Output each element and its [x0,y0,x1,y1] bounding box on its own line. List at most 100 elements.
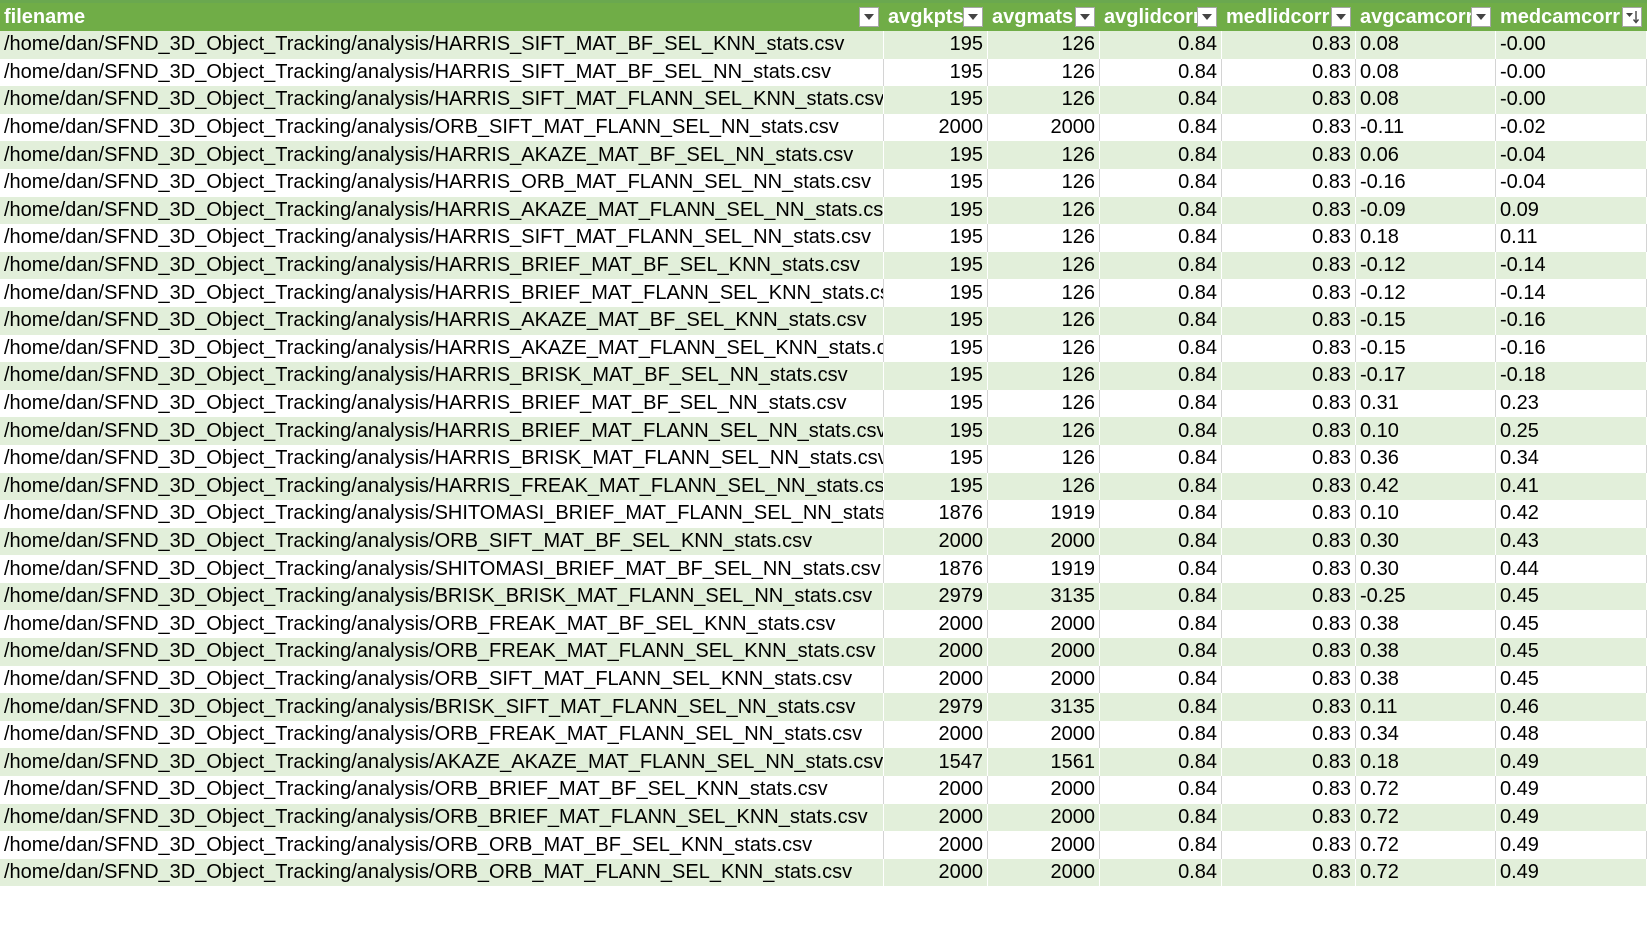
cell-avglidcorr[interactable]: 0.84 [1100,472,1222,501]
cell-filename[interactable]: /home/dan/SFND_3D_Object_Tracking/analys… [0,748,884,777]
filter-dropdown-button[interactable] [859,7,879,27]
cell-medlidcorr[interactable]: 0.83 [1222,168,1356,197]
cell-filename[interactable]: /home/dan/SFND_3D_Object_Tracking/analys… [0,58,884,87]
cell-avglidcorr[interactable]: 0.84 [1100,444,1222,473]
cell-medcamcorr[interactable]: 0.49 [1496,803,1647,832]
cell-avglidcorr[interactable]: 0.84 [1100,665,1222,694]
cell-avgkpts[interactable]: 2000 [884,527,988,556]
cell-medcamcorr[interactable]: 0.43 [1496,527,1647,556]
cell-avgcamcorr[interactable]: 0.34 [1356,720,1496,749]
cell-avglidcorr[interactable]: 0.84 [1100,279,1222,307]
cell-medcamcorr[interactable]: 0.45 [1496,665,1647,694]
cell-medlidcorr[interactable]: 0.83 [1222,638,1356,666]
cell-medcamcorr[interactable]: 0.49 [1496,831,1647,859]
cell-avgcamcorr[interactable]: 0.31 [1356,389,1496,418]
cell-avgcamcorr[interactable]: 0.08 [1356,31,1496,59]
cell-medlidcorr[interactable]: 0.83 [1222,306,1356,335]
cell-medlidcorr[interactable]: 0.83 [1222,58,1356,87]
cell-medcamcorr[interactable]: -0.14 [1496,251,1647,280]
cell-medlidcorr[interactable]: 0.83 [1222,279,1356,307]
cell-avglidcorr[interactable]: 0.84 [1100,168,1222,197]
cell-filename[interactable]: /home/dan/SFND_3D_Object_Tracking/analys… [0,693,884,721]
column-header-medcamcorr[interactable]: medcamcorr [1496,3,1647,31]
cell-avgkpts[interactable]: 195 [884,389,988,418]
cell-filename[interactable]: /home/dan/SFND_3D_Object_Tracking/analys… [0,638,884,666]
cell-filename[interactable]: /home/dan/SFND_3D_Object_Tracking/analys… [0,196,884,225]
cell-medcamcorr[interactable]: 0.46 [1496,693,1647,721]
cell-avgkpts[interactable]: 1547 [884,748,988,777]
cell-medlidcorr[interactable]: 0.83 [1222,831,1356,859]
cell-medcamcorr[interactable]: 0.23 [1496,389,1647,418]
cell-avgkpts[interactable]: 195 [884,168,988,197]
cell-filename[interactable]: /home/dan/SFND_3D_Object_Tracking/analys… [0,334,884,363]
cell-medlidcorr[interactable]: 0.83 [1222,113,1356,142]
column-header-avgmats[interactable]: avgmats [988,3,1100,31]
cell-avgmats[interactable]: 1919 [988,555,1100,583]
cell-filename[interactable]: /home/dan/SFND_3D_Object_Tracking/analys… [0,141,884,169]
cell-medlidcorr[interactable]: 0.83 [1222,141,1356,169]
cell-avgmats[interactable]: 126 [988,444,1100,473]
cell-avgkpts[interactable]: 195 [884,279,988,307]
cell-filename[interactable]: /home/dan/SFND_3D_Object_Tracking/analys… [0,803,884,832]
cell-avgkpts[interactable]: 2000 [884,776,988,804]
cell-avgcamcorr[interactable]: 0.72 [1356,803,1496,832]
cell-medlidcorr[interactable]: 0.83 [1222,665,1356,694]
cell-avgkpts[interactable]: 2000 [884,113,988,142]
cell-medlidcorr[interactable]: 0.83 [1222,527,1356,556]
cell-avgcamcorr[interactable]: 0.11 [1356,693,1496,721]
cell-avglidcorr[interactable]: 0.84 [1100,31,1222,59]
cell-avgkpts[interactable]: 195 [884,472,988,501]
cell-avgkpts[interactable]: 2979 [884,693,988,721]
cell-avgcamcorr[interactable]: -0.16 [1356,168,1496,197]
cell-avgmats[interactable]: 126 [988,279,1100,307]
cell-medlidcorr[interactable]: 0.83 [1222,444,1356,473]
cell-avgmats[interactable]: 126 [988,31,1100,59]
cell-filename[interactable]: /home/dan/SFND_3D_Object_Tracking/analys… [0,306,884,335]
cell-avgcamcorr[interactable]: 0.10 [1356,500,1496,528]
cell-avgcamcorr[interactable]: -0.15 [1356,334,1496,363]
cell-avglidcorr[interactable]: 0.84 [1100,417,1222,445]
cell-avgkpts[interactable]: 195 [884,141,988,169]
cell-filename[interactable]: /home/dan/SFND_3D_Object_Tracking/analys… [0,776,884,804]
cell-medcamcorr[interactable]: 0.49 [1496,776,1647,804]
column-header-avgkpts[interactable]: avgkpts [884,3,988,31]
cell-filename[interactable]: /home/dan/SFND_3D_Object_Tracking/analys… [0,31,884,59]
cell-filename[interactable]: /home/dan/SFND_3D_Object_Tracking/analys… [0,527,884,556]
cell-avgcamcorr[interactable]: 0.38 [1356,638,1496,666]
cell-filename[interactable]: /home/dan/SFND_3D_Object_Tracking/analys… [0,472,884,501]
cell-medcamcorr[interactable]: -0.16 [1496,334,1647,363]
cell-medcamcorr[interactable]: 0.49 [1496,858,1647,887]
cell-avglidcorr[interactable]: 0.84 [1100,141,1222,169]
cell-avgmats[interactable]: 2000 [988,610,1100,639]
cell-avgmats[interactable]: 1561 [988,748,1100,777]
cell-medcamcorr[interactable]: 0.44 [1496,555,1647,583]
cell-avgkpts[interactable]: 1876 [884,555,988,583]
cell-avgcamcorr[interactable]: 0.10 [1356,417,1496,445]
column-header-avglidcorr[interactable]: avglidcorr [1100,3,1222,31]
cell-medlidcorr[interactable]: 0.83 [1222,251,1356,280]
cell-avgkpts[interactable]: 2000 [884,831,988,859]
cell-avgcamcorr[interactable]: -0.15 [1356,306,1496,335]
cell-medlidcorr[interactable]: 0.83 [1222,610,1356,639]
cell-avgcamcorr[interactable]: 0.08 [1356,58,1496,87]
cell-avglidcorr[interactable]: 0.84 [1100,693,1222,721]
sort-filter-button[interactable] [1622,7,1642,27]
cell-filename[interactable]: /home/dan/SFND_3D_Object_Tracking/analys… [0,582,884,611]
cell-avgmats[interactable]: 2000 [988,803,1100,832]
cell-avgcamcorr[interactable]: 0.42 [1356,472,1496,501]
cell-avgmats[interactable]: 126 [988,417,1100,445]
cell-avglidcorr[interactable]: 0.84 [1100,803,1222,832]
cell-medlidcorr[interactable]: 0.83 [1222,334,1356,363]
cell-avgkpts[interactable]: 195 [884,444,988,473]
cell-avgmats[interactable]: 126 [988,472,1100,501]
cell-avgmats[interactable]: 2000 [988,858,1100,887]
cell-medlidcorr[interactable]: 0.83 [1222,417,1356,445]
cell-filename[interactable]: /home/dan/SFND_3D_Object_Tracking/analys… [0,279,884,307]
cell-avgcamcorr[interactable]: 0.06 [1356,141,1496,169]
cell-filename[interactable]: /home/dan/SFND_3D_Object_Tracking/analys… [0,389,884,418]
cell-avglidcorr[interactable]: 0.84 [1100,306,1222,335]
cell-avglidcorr[interactable]: 0.84 [1100,555,1222,583]
cell-avgmats[interactable]: 1919 [988,500,1100,528]
cell-avgkpts[interactable]: 195 [884,251,988,280]
cell-avgkpts[interactable]: 195 [884,417,988,445]
